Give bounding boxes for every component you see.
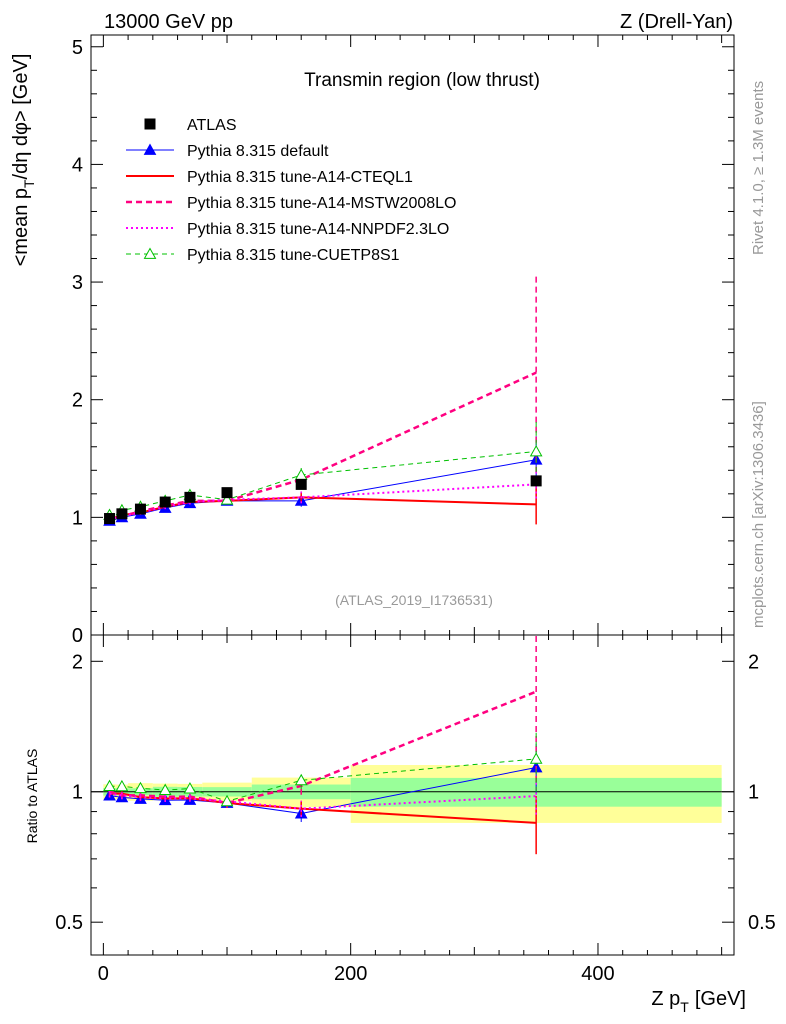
ratio-marker-cuetp: [115, 779, 129, 792]
ratio-tick-label-left: 0.5: [55, 912, 83, 934]
ratio-plot-frame: [90, 634, 735, 956]
ratio-marker-cuetp: [103, 779, 116, 792]
ratio-marker-cuetp: [134, 781, 147, 794]
ratio-bands: [91, 765, 734, 823]
atlas-data-point: [104, 513, 116, 525]
x-tick-label: 400: [581, 963, 614, 985]
ratio-line-nnpdf: [109, 792, 537, 810]
ratio-tick-label-right: 0.5: [748, 912, 776, 934]
series-line-cteql1: [109, 496, 537, 521]
y-tick-label: 2: [72, 390, 83, 412]
atlas-data-point: [134, 503, 146, 515]
marker-cuetp: [220, 493, 234, 505]
legend-marker-default: [143, 143, 157, 155]
legend: ATLAS Pythia 8.315 default Pythia 8.315 tu…: [126, 117, 456, 264]
ratio-tick-label-left: 2: [72, 651, 83, 673]
atlas-data-point: [295, 478, 307, 490]
axes: 0 1 2 3 4 5 0 200 400 0.5 0.5 1 1 2 2: [55, 35, 776, 985]
legend-label-cteql1: Pythia 8.315 tune-A14-CTEQL1: [187, 169, 413, 186]
atlas-data-point: [184, 491, 196, 503]
ratio-marker-cuetp: [529, 752, 543, 764]
atlas-data-point: [159, 496, 171, 508]
y-tick-label: 3: [72, 272, 83, 294]
atlas-data-point: [530, 475, 542, 487]
ratio-marker-cuetp: [294, 773, 308, 786]
atlas-data-point: [221, 487, 233, 499]
rivet-version-text: Rivet 4.1.0, ≥ 1.3M events: [750, 81, 767, 255]
legend-marker-cuetp: [143, 247, 157, 259]
ratio-tick-label-left: 1: [72, 782, 83, 804]
header-right: Z (Drell-Yan): [620, 11, 733, 33]
ratio-marker-cuetp: [220, 794, 234, 807]
y-tick-label: 1: [72, 507, 83, 529]
mcplots-text: mcplots.cern.ch [arXiv:1306.3436]: [750, 401, 767, 628]
ratio-series-layer: [103, 635, 543, 855]
series-layer: [103, 272, 543, 526]
ratio-y-axis-label: Ratio to ATLAS: [24, 749, 40, 844]
watermark: (ATLAS_2019_I1736531): [335, 592, 493, 608]
ratio-line-cuetp: [109, 758, 537, 802]
ratio-line-cteql1: [109, 792, 537, 824]
x-tick-label: 0: [98, 963, 109, 985]
header-left: 13000 GeV pp: [104, 11, 233, 33]
x-axis-label: Z pT [GeV]: [651, 988, 746, 1015]
ratio-marker-cuetp: [158, 783, 172, 795]
legend-marker-atlas: [144, 118, 156, 130]
y-tick-label: 5: [72, 37, 83, 59]
marker-cuetp: [529, 444, 543, 457]
x-tick-label: 200: [334, 963, 367, 985]
ratio-tick-label-right: 1: [748, 782, 759, 804]
y-tick-label: 0: [72, 625, 83, 647]
ratio-tick-label-right: 2: [748, 651, 759, 673]
y-axis-label: <mean pT/dη dφ> [GeV]: [10, 54, 37, 267]
legend-label-cuetp: Pythia 8.315 tune-CUETP8S1: [187, 247, 400, 264]
atlas-data-point: [116, 508, 128, 520]
y-tick-label: 4: [72, 154, 83, 176]
legend-label-atlas: ATLAS: [187, 117, 237, 134]
legend-label-nnpdf: Pythia 8.315 tune-A14-NNPDF2.3LO: [187, 221, 449, 238]
ratio-marker-cuetp: [183, 782, 197, 794]
legend-label-mstw: Pythia 8.315 tune-A14-MSTW2008LO: [187, 195, 456, 212]
data-layer: [104, 475, 542, 525]
chart-title: Transmin region (low thrust): [304, 70, 540, 91]
legend-label-default: Pythia 8.315 default: [187, 143, 329, 160]
